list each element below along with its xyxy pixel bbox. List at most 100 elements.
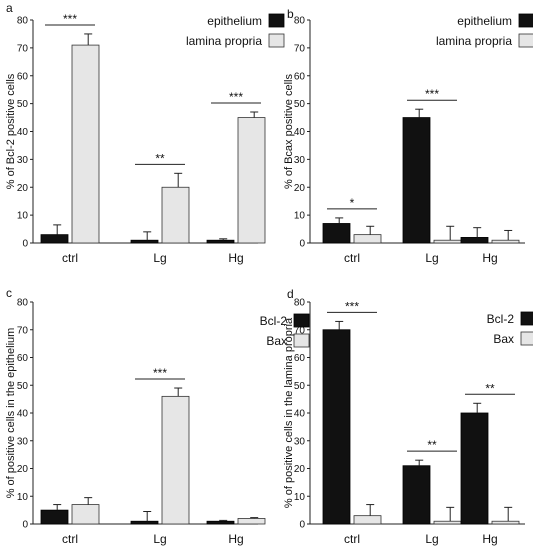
x-category-label: Hg: [482, 532, 497, 546]
significance-label: ***: [153, 366, 167, 380]
legend-label: lamina propria: [436, 34, 512, 48]
bar-epithelium-hg: [460, 237, 489, 244]
y-tick-label: 50: [294, 381, 306, 392]
y-tick-label: 0: [299, 239, 305, 250]
legend-label: lamina propria: [186, 34, 262, 48]
significance-label: **: [427, 438, 437, 452]
y-tick-label: 10: [294, 211, 306, 222]
y-tick-label: 10: [17, 492, 29, 503]
legend-label: Bcl-2: [260, 314, 288, 328]
y-tick-label: 10: [294, 492, 306, 503]
x-category-label: ctrl: [62, 532, 78, 546]
y-tick-label: 70: [294, 325, 306, 336]
significance-label: **: [485, 381, 495, 395]
y-tick-label: 0: [22, 239, 28, 250]
bar-epithelium-ctrl: [40, 234, 69, 244]
significance-label: *: [350, 196, 355, 210]
y-tick-label: 0: [299, 520, 305, 531]
x-category-label: ctrl: [344, 532, 360, 546]
bar-epithelium-hg: [206, 239, 235, 244]
y-tick-label: 20: [294, 464, 306, 475]
chart-panel-d: d 0 10 20 30 40 50 60 70 80 % of positive cells in…: [283, 287, 533, 546]
bar-bcl-2-lg: [402, 465, 431, 525]
panel-label: d: [287, 287, 294, 301]
bar-bax-ctrl: [353, 515, 382, 525]
y-tick-label: 20: [17, 464, 29, 475]
x-category-label: Hg: [482, 251, 497, 265]
legend-swatch: [268, 13, 285, 28]
bar-epithelium-ctrl: [322, 223, 351, 244]
y-tick-label: 50: [294, 99, 306, 110]
y-tick-label: 40: [17, 409, 29, 420]
bar-bcl-2-ctrl: [322, 329, 351, 525]
legend: Bcl-2 Bax: [260, 313, 310, 348]
bar-lamina-propria-ctrl: [71, 44, 100, 244]
bar-bcl-2-lg: [130, 520, 159, 525]
bar-bax-lg: [433, 520, 462, 525]
bar-epithelium-lg: [130, 239, 159, 244]
x-category-label: Lg: [425, 251, 438, 265]
x-category-label: ctrl: [344, 251, 360, 265]
y-tick-label: 20: [294, 183, 306, 194]
y-tick-label: 0: [22, 520, 28, 531]
bar-bax-hg: [237, 518, 266, 525]
legend-label: Bax: [266, 334, 287, 348]
bar-lamina-propria-lg: [161, 186, 190, 244]
y-tick-label: 40: [294, 409, 306, 420]
bar-lamina-propria-lg: [433, 239, 462, 244]
bar-bcl-2-ctrl: [40, 509, 69, 525]
y-tick-label: 40: [294, 127, 306, 138]
y-tick-label: 80: [294, 298, 306, 309]
legend-swatch: [293, 313, 310, 328]
y-tick-label: 70: [17, 43, 29, 54]
y-tick-label: 60: [294, 71, 306, 82]
bar-bax-lg: [161, 395, 190, 525]
legend-label: epithelium: [207, 14, 262, 28]
legend-label: Bax: [493, 332, 514, 346]
legend-label: Bcl-2: [487, 312, 515, 326]
panel-label: a: [6, 1, 13, 15]
y-tick-label: 30: [17, 436, 29, 447]
significance-label: ***: [425, 87, 439, 101]
bar-bax-hg: [491, 520, 520, 525]
significance-label: ***: [63, 12, 77, 26]
y-tick-label: 60: [17, 353, 29, 364]
x-category-label: Lg: [153, 532, 166, 546]
y-axis-label: % of Bcl-2 positive cells: [5, 73, 17, 189]
y-axis-label: % of positive cells in the lamina propri…: [283, 317, 295, 508]
y-tick-label: 60: [294, 353, 306, 364]
x-category-label: Lg: [153, 251, 166, 265]
x-category-label: ctrl: [62, 251, 78, 265]
y-tick-label: 20: [17, 183, 29, 194]
significance-label: **: [155, 151, 165, 165]
y-tick-label: 60: [17, 71, 29, 82]
legend: epithelium lamina propria: [436, 13, 533, 48]
chart-panel-a: a 0 10 20 30 40 50 60 70 80 % of Bcl-2 positive ce…: [5, 1, 285, 265]
y-axis-label: % of positive cells in the epithelium: [5, 328, 17, 499]
y-tick-label: 80: [294, 16, 306, 27]
y-tick-label: 80: [17, 16, 29, 27]
legend-swatch: [518, 13, 533, 28]
y-tick-label: 80: [17, 298, 29, 309]
y-tick-label: 50: [17, 381, 29, 392]
bar-lamina-propria-hg: [491, 239, 520, 244]
chart-panel-c: c 0 10 20 30 40 50 60 70 80 % of positive cells in…: [5, 286, 310, 546]
significance-label: ***: [345, 299, 359, 313]
significance-label: ***: [229, 90, 243, 104]
y-tick-label: 40: [17, 127, 29, 138]
bar-bax-ctrl: [71, 504, 100, 525]
y-tick-label: 50: [17, 99, 29, 110]
y-tick-label: 70: [17, 325, 29, 336]
y-tick-label: 30: [294, 155, 306, 166]
bar-bcl-2-hg: [206, 520, 235, 525]
panel-label: c: [6, 286, 12, 300]
chart-panel-b: b 0 10 20 30 40 50 60 70 80 % of Bcax positive cel…: [283, 7, 533, 265]
y-tick-label: 10: [17, 211, 29, 222]
legend-swatch: [520, 331, 533, 346]
y-axis-label: % of Bcax positive cells: [283, 74, 295, 189]
legend-swatch: [520, 311, 533, 326]
legend-swatch: [518, 33, 533, 48]
legend-swatch: [268, 33, 285, 48]
panel-label: b: [287, 7, 294, 21]
